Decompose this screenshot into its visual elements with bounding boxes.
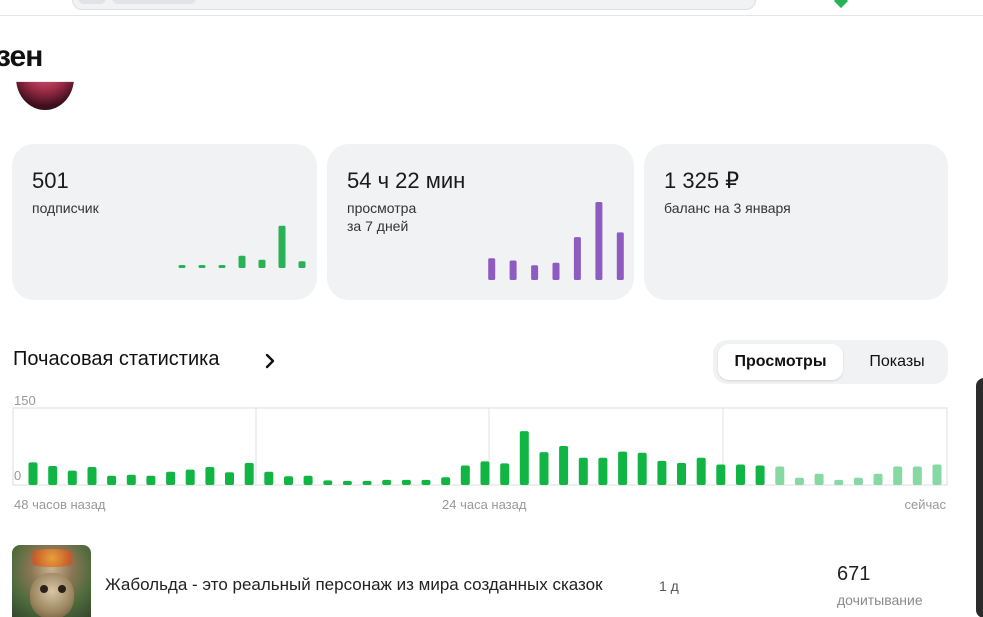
chart-bar[interactable] [500, 463, 510, 485]
chart-bar[interactable] [657, 460, 667, 485]
chevron-right-icon[interactable] [262, 350, 278, 372]
chart-bar[interactable] [28, 462, 38, 485]
chart-bar[interactable] [736, 464, 745, 486]
sparkline-bar [298, 261, 306, 268]
chart-bar[interactable] [421, 479, 431, 485]
hourly-stats-title[interactable]: Почасовая статистика [13, 348, 220, 370]
article-stat-value: 671 [837, 563, 871, 585]
subscribers-value: 501 [32, 168, 69, 193]
chart-bar[interactable] [794, 477, 804, 485]
metric-toggle: Просмотры Показы [713, 340, 948, 384]
sparkline-bar [238, 255, 246, 268]
side-panel-edge[interactable] [976, 378, 983, 617]
chart-bar[interactable] [559, 446, 569, 485]
chart-bar[interactable] [323, 480, 333, 485]
chart-bar[interactable] [716, 464, 726, 486]
subscribers-sparkline [178, 225, 306, 268]
sparkline-bar [552, 262, 560, 280]
y-tick-max: 150 [14, 393, 36, 408]
sparkline-bar [616, 232, 624, 280]
chart-bar[interactable] [539, 452, 549, 485]
chart-bar[interactable] [166, 471, 176, 485]
chart-bar[interactable] [853, 477, 863, 485]
chart-bar[interactable] [893, 466, 903, 486]
x-label-end: сейчас [905, 497, 947, 512]
article-title[interactable]: Жабольда - это реальный персонаж из мира… [105, 575, 603, 594]
chart-bar[interactable] [87, 467, 97, 485]
chart-bar[interactable] [382, 479, 392, 485]
chart-bar[interactable] [126, 474, 136, 485]
chart-bar[interactable] [932, 464, 942, 486]
views-label: просмотра [347, 200, 417, 216]
chart-bar[interactable] [303, 475, 313, 485]
sparkline-bar [278, 225, 286, 268]
search-chip[interactable] [112, 0, 196, 4]
chart-bar[interactable] [185, 469, 195, 485]
article-row[interactable]: Жабольда - это реальный персонаж из мира… [12, 545, 952, 617]
x-label-mid: 24 часа назад [442, 497, 527, 512]
sparkline-bar [531, 265, 539, 280]
sparkline-bar [573, 237, 581, 280]
chart-bar[interactable] [67, 470, 77, 485]
chart-bar[interactable] [284, 476, 293, 485]
sparkline-bar [218, 265, 226, 268]
chart-bar[interactable] [362, 480, 372, 485]
chart-bar[interactable] [834, 479, 844, 485]
chart-bars [28, 431, 942, 486]
sparkline-bar [178, 265, 186, 268]
chart-frame [12, 407, 948, 486]
views-sparkline [488, 202, 624, 280]
chart-bar[interactable] [519, 431, 529, 485]
chart-bar[interactable] [677, 462, 686, 485]
chart-bar[interactable] [401, 479, 411, 485]
y-tick-zero: 0 [14, 468, 21, 483]
chart-bar[interactable] [696, 457, 706, 485]
chart-bar[interactable] [441, 477, 451, 485]
chart-bar[interactable] [637, 452, 647, 485]
views-value: 54 ч 22 мин [347, 168, 466, 193]
sparkline-bar [488, 258, 496, 280]
chart-bar[interactable] [755, 465, 765, 486]
chart-bar[interactable] [912, 466, 922, 486]
balance-value: 1 325 ₽ [664, 168, 740, 193]
article-stat-label: дочитывание [837, 592, 923, 608]
chart-bar[interactable] [873, 473, 883, 485]
balance-card[interactable]: 1 325 ₽ баланс на 3 января [644, 144, 948, 300]
tab-impressions[interactable]: Показы [869, 353, 925, 370]
chart-bar[interactable] [225, 472, 234, 485]
page-title: зен [0, 40, 43, 73]
chart-bar[interactable] [244, 462, 254, 485]
chart-bar[interactable] [205, 467, 215, 485]
sparkline-bar [509, 260, 517, 280]
balance-label: баланс на 3 января [664, 200, 791, 216]
chart-bar[interactable] [460, 465, 470, 486]
chart-bar[interactable] [48, 466, 58, 485]
chart-bar[interactable] [342, 480, 352, 485]
article-age: 1 д [659, 578, 679, 594]
subscribers-label: подписчик [32, 200, 99, 216]
sparkline-bar [258, 259, 266, 268]
chart-bar[interactable] [146, 475, 156, 485]
x-label-start: 48 часов назад [14, 497, 106, 512]
hourly-bar-chart: 150 0 48 часов назад 24 часа назад сейча… [12, 393, 948, 512]
search-chip-icon[interactable] [78, 0, 106, 4]
chart-bar[interactable] [578, 457, 588, 485]
chart-bar[interactable] [480, 461, 490, 485]
chart-bar[interactable] [775, 466, 785, 486]
zen-logo-icon [833, 0, 849, 9]
chart-bar[interactable] [598, 457, 608, 485]
views-card[interactable]: 54 ч 22 мин просмотра за 7 дней [327, 144, 634, 300]
chart-bar[interactable] [618, 451, 628, 485]
sparkline-bar [595, 202, 603, 280]
views-period-label: за 7 дней [347, 218, 409, 234]
chart-bar[interactable] [107, 475, 117, 485]
sparkline-bar [198, 265, 206, 268]
chart-bar[interactable] [264, 471, 274, 485]
subscribers-card[interactable]: 501 подписчик [12, 144, 317, 300]
article-thumbnail[interactable] [12, 545, 91, 617]
tab-views[interactable]: Просмотры [718, 344, 843, 380]
browser-top-bar [0, 0, 983, 16]
chart-bar[interactable] [814, 473, 824, 485]
